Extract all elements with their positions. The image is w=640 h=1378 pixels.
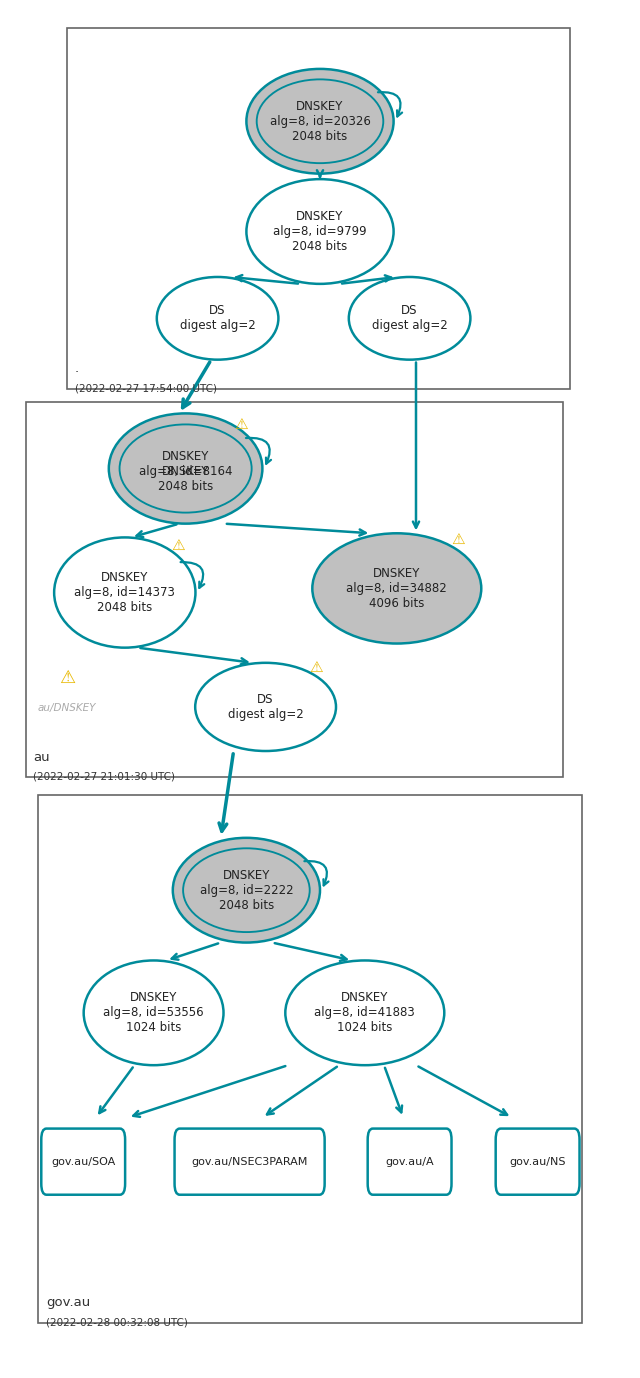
Ellipse shape (195, 663, 336, 751)
FancyBboxPatch shape (367, 1129, 452, 1195)
Text: DNSKEY
alg=8, id=8164
2048 bits: DNSKEY alg=8, id=8164 2048 bits (139, 449, 232, 493)
Text: DNSKEY
alg=8, id=14373
2048 bits: DNSKEY alg=8, id=14373 2048 bits (74, 570, 175, 615)
Text: ⚠: ⚠ (451, 532, 465, 547)
Bar (26, 402, 563, 777)
FancyBboxPatch shape (495, 1129, 580, 1195)
Text: DS
digest alg=2: DS digest alg=2 (228, 693, 303, 721)
Ellipse shape (312, 533, 481, 644)
Text: DNSKEY
alg=8, id=34882
4096 bits: DNSKEY alg=8, id=34882 4096 bits (346, 566, 447, 610)
Ellipse shape (349, 277, 470, 360)
FancyBboxPatch shape (41, 1129, 125, 1195)
Text: ⚠: ⚠ (310, 660, 323, 675)
Text: ⚠: ⚠ (59, 668, 76, 688)
Ellipse shape (109, 413, 262, 524)
Text: (2022-02-27 21:01:30 UTC): (2022-02-27 21:01:30 UTC) (33, 772, 175, 781)
Ellipse shape (54, 537, 195, 648)
Text: ⚠: ⚠ (234, 418, 248, 431)
Text: au: au (33, 751, 50, 763)
Ellipse shape (84, 960, 223, 1065)
Ellipse shape (173, 838, 320, 943)
Text: .: . (75, 362, 79, 375)
Text: DNSKEY
alg=8, id=2222
2048 bits: DNSKEY alg=8, id=2222 2048 bits (200, 868, 293, 912)
Text: DNSKEY
alg=8, id=9799
2048 bits: DNSKEY alg=8, id=9799 2048 bits (273, 209, 367, 254)
Text: DS
digest alg=2: DS digest alg=2 (180, 305, 255, 332)
Text: DNSKEY
alg=8, id=53556
1024 bits: DNSKEY alg=8, id=53556 1024 bits (103, 991, 204, 1035)
Text: gov.au/NSEC3PARAM: gov.au/NSEC3PARAM (191, 1156, 308, 1167)
Bar (67, 28, 570, 389)
Text: (2022-02-27 17:54:00 UTC): (2022-02-27 17:54:00 UTC) (75, 383, 217, 393)
Ellipse shape (246, 69, 394, 174)
Ellipse shape (157, 277, 278, 360)
Text: gov.au/A: gov.au/A (385, 1156, 434, 1167)
Text: gov.au: gov.au (46, 1297, 90, 1309)
Text: DS
digest alg=2: DS digest alg=2 (372, 305, 447, 332)
Text: DNSKEY: DNSKEY (162, 464, 209, 478)
Ellipse shape (246, 179, 394, 284)
Text: DNSKEY
alg=8, id=20326
2048 bits: DNSKEY alg=8, id=20326 2048 bits (269, 99, 371, 143)
Text: (2022-02-28 00:32:08 UTC): (2022-02-28 00:32:08 UTC) (46, 1317, 188, 1327)
Text: ⚠: ⚠ (171, 539, 184, 553)
FancyBboxPatch shape (175, 1129, 324, 1195)
Text: DNSKEY
alg=8, id=41883
1024 bits: DNSKEY alg=8, id=41883 1024 bits (314, 991, 415, 1035)
Bar (38, 795, 582, 1323)
Ellipse shape (285, 960, 444, 1065)
Text: au/DNSKEY: au/DNSKEY (38, 703, 97, 714)
Text: gov.au/NS: gov.au/NS (509, 1156, 566, 1167)
Text: gov.au/SOA: gov.au/SOA (51, 1156, 115, 1167)
